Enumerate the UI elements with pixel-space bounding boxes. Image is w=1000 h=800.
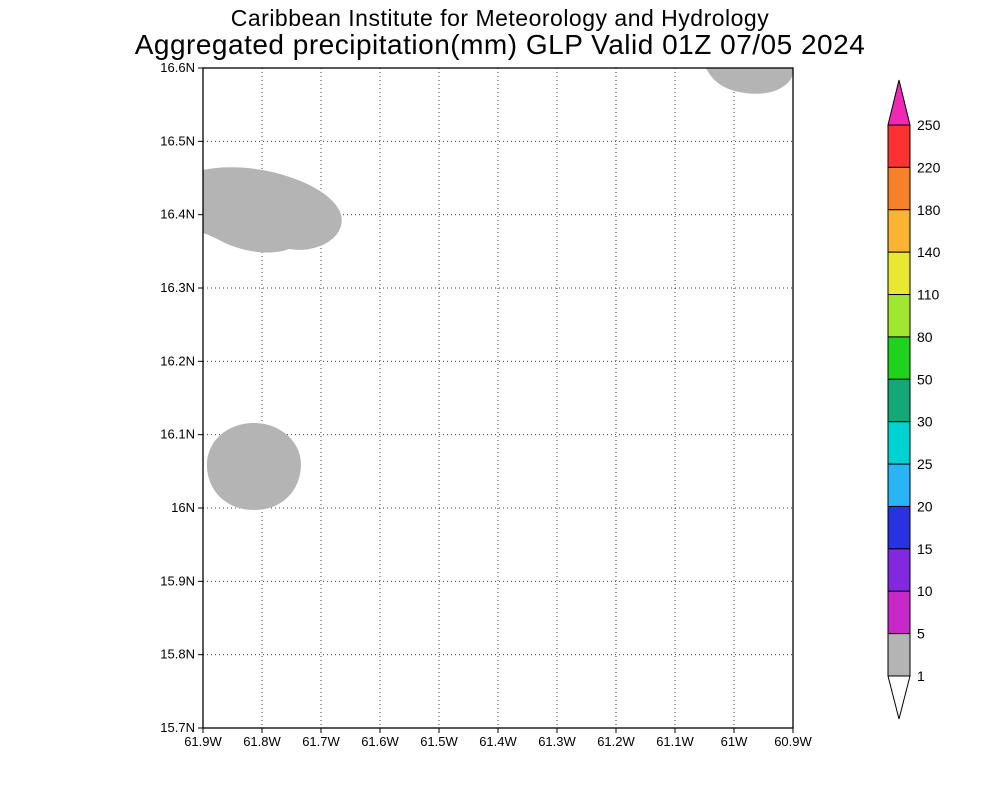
y-axis-tick-label: 16.3N xyxy=(160,280,195,295)
colorbar-segment xyxy=(887,124,911,168)
x-axis-tick-label: 61.5W xyxy=(420,734,458,749)
colorbar-tick-label: 140 xyxy=(917,244,941,260)
colorbar-tick-label: 5 xyxy=(917,626,925,642)
y-axis-tick-label: 15.8N xyxy=(160,647,195,662)
x-axis-tick-label: 61.9W xyxy=(184,734,222,749)
x-axis-tick-label: 61.6W xyxy=(361,734,399,749)
colorbar-tick-label: 110 xyxy=(917,287,940,303)
y-axis-tick-label: 15.9N xyxy=(160,573,195,588)
colorbar-tick-label: 220 xyxy=(917,159,941,175)
x-axis-tick-label: 61.8W xyxy=(243,734,281,749)
colorbar-segment xyxy=(887,633,911,677)
y-axis-tick-label: 16.6N xyxy=(160,60,195,75)
y-axis-tick-label: 16.2N xyxy=(160,353,195,368)
colorbar-segment xyxy=(887,505,911,550)
x-axis-tick-label: 61.3W xyxy=(538,734,576,749)
x-axis-tick-label: 61.1W xyxy=(656,734,694,749)
x-axis-tick-label: 61W xyxy=(721,734,748,749)
institution-title: Caribbean Institute for Meteorology and … xyxy=(230,5,770,31)
colorbar-tick-label: 25 xyxy=(917,456,933,472)
colorbar-tick-label: 1 xyxy=(917,668,925,684)
colorbar-arrow-up-icon xyxy=(887,79,911,126)
y-axis-tick-label: 16.5N xyxy=(160,133,195,148)
colorbar-segment xyxy=(887,209,911,253)
colorbar-segment xyxy=(887,590,911,635)
chart-title: Aggregated precipitation(mm) GLP Valid 0… xyxy=(134,29,866,60)
y-axis-tick-label: 16N xyxy=(171,500,195,515)
precip-shaded-region xyxy=(706,68,793,94)
x-axis-tick-label: 60.9W xyxy=(774,734,812,749)
precip-shaded-region xyxy=(203,167,342,253)
colorbar-tick-label: 30 xyxy=(917,414,933,430)
y-axis-tick-label: 15.7N xyxy=(160,720,195,735)
colorbar-tick-label: 180 xyxy=(917,202,941,218)
x-axis-tick-label: 61.4W xyxy=(479,734,517,749)
colorbar-tick-label: 50 xyxy=(917,371,933,387)
y-axis-tick-label: 16.1N xyxy=(160,427,195,442)
colorbar-tick-label: 15 xyxy=(917,541,933,557)
colorbar-segment xyxy=(887,294,911,338)
colorbar-segment xyxy=(887,548,911,592)
colorbar-tick-label: 80 xyxy=(917,329,933,345)
colorbar-tick-label: 250 xyxy=(917,117,941,133)
colorbar-segment xyxy=(887,463,911,507)
colorbar-segment xyxy=(887,251,911,296)
y-axis-tick-label: 16.4N xyxy=(160,207,195,222)
precip-shaded-region xyxy=(206,422,301,511)
x-axis-tick-label: 61.7W xyxy=(302,734,340,749)
x-axis-tick-label: 61.2W xyxy=(597,734,635,749)
colorbar-tick-label: 20 xyxy=(917,498,933,514)
colorbar-segment xyxy=(887,166,911,211)
colorbar-tick-label: 10 xyxy=(917,583,933,599)
colorbar-segment xyxy=(887,421,911,465)
colorbar-arrow-down-icon xyxy=(887,675,911,720)
colorbar-segment xyxy=(887,336,911,380)
colorbar-segment xyxy=(887,378,911,423)
plot-border xyxy=(202,67,794,729)
